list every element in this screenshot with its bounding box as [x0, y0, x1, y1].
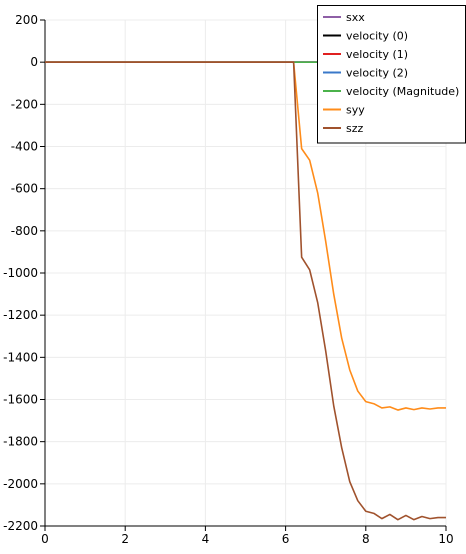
legend[interactable]: sxx velocity (0) velocity (1) velocity (2) v…: [317, 5, 466, 144]
y-tick-label: -1400: [3, 350, 38, 364]
legend-label[interactable]: velocity (1): [346, 48, 408, 61]
legend-label[interactable]: velocity (Magnitude): [346, 85, 459, 98]
legend-label[interactable]: syy: [346, 104, 365, 117]
legend-label[interactable]: szz: [346, 122, 364, 135]
y-tick-label: -1000: [3, 266, 38, 280]
series-line-syy: [45, 61, 446, 411]
y-tick-label: -1800: [3, 435, 38, 449]
legend-label[interactable]: sxx: [346, 11, 365, 24]
legend-label[interactable]: velocity (2): [346, 67, 408, 80]
y-tick-label: -400: [11, 140, 38, 154]
y-tick-label: 0: [30, 55, 38, 69]
x-tick-label: 4: [202, 532, 210, 546]
x-tick-label: 10: [438, 532, 453, 546]
series-line-szz: [45, 61, 446, 521]
axes: 0 2 4 6 8 10 200 0 -200 -400 -600 -800 -1000 -1200 -14…: [3, 13, 454, 546]
y-tick-label: -1200: [3, 308, 38, 322]
x-tick-label: 6: [282, 532, 290, 546]
legend-box: [317, 5, 466, 144]
y-tick-label: -200: [11, 97, 38, 111]
y-tick-label: -600: [11, 182, 38, 196]
x-tick-label: 8: [362, 532, 370, 546]
legend-label[interactable]: velocity (0): [346, 30, 408, 43]
y-tick-label: -1600: [3, 393, 38, 407]
x-tick-label: 0: [41, 532, 49, 546]
y-tick-label: -2000: [3, 477, 38, 491]
x-tick-label: 2: [121, 532, 129, 546]
y-tick-label: 200: [15, 13, 38, 27]
y-tick-label: -2200: [3, 519, 38, 533]
y-tick-label: -800: [11, 224, 38, 238]
